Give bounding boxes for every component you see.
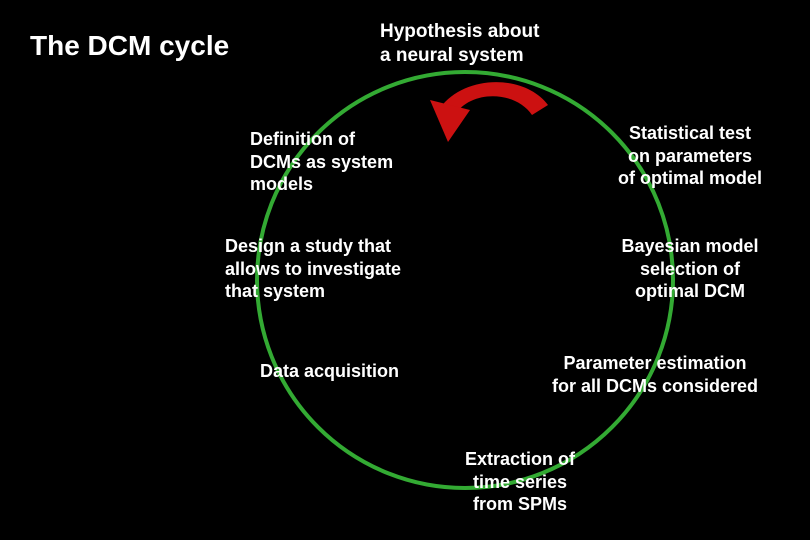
label-acquisition: Data acquisition xyxy=(260,360,399,383)
label-paramest: Parameter estimationfor all DCMs conside… xyxy=(545,352,765,397)
cycle-arrow xyxy=(420,80,560,185)
arrow-head xyxy=(430,100,470,142)
label-extraction: Extraction oftime seriesfrom SPMs xyxy=(410,448,630,516)
label-bms: Bayesian modelselection ofoptimal DCM xyxy=(580,235,800,303)
label-hypothesis: Hypothesis abouta neural system xyxy=(380,20,539,68)
diagram-title: The DCM cycle xyxy=(30,30,229,62)
label-stattest: Statistical teston parametersof optimal … xyxy=(580,122,800,190)
label-design: Design a study thatallows to investigate… xyxy=(225,235,401,303)
label-definition: Definition ofDCMs as systemmodels xyxy=(250,128,393,196)
